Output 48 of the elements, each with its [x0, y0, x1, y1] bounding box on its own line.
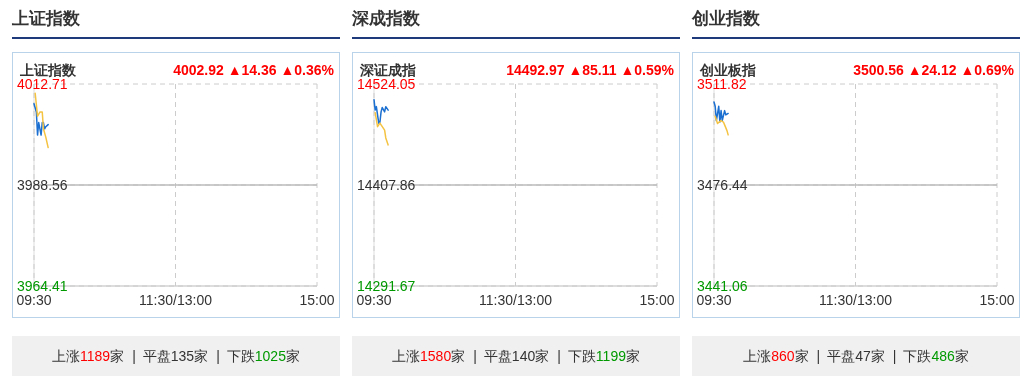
y-tick-label: 3964.41: [17, 278, 68, 294]
text: 下跌1025家: [226, 348, 300, 364]
text: 下跌486家: [903, 348, 969, 364]
text: 平盘135家: [142, 348, 209, 364]
text: |: [132, 348, 143, 364]
text: 3500.56 ▲24.12 ▲0.69%: [853, 62, 1015, 78]
line-series: [714, 115, 729, 136]
x-tick-label: 11:30/13:00: [819, 292, 893, 308]
text: |: [216, 348, 227, 364]
text: |: [816, 348, 828, 364]
text: 14492.97 ▲85.11 ▲0.59%: [506, 62, 675, 78]
y-tick-label: 3511.82: [697, 76, 747, 92]
text: 4002.92 ▲14.36 ▲0.36%: [173, 62, 335, 78]
line-series: [713, 101, 729, 123]
line-series: [34, 92, 49, 149]
line-series: [373, 98, 389, 124]
y-tick-label: 3476.44: [697, 177, 748, 193]
x-tick-label: 09:30: [356, 292, 392, 308]
y-tick-label: 14291.67: [357, 278, 416, 294]
chart-subtitle: 创业板指: [699, 62, 756, 78]
text: 上涨1189家: [52, 348, 125, 364]
text: 下跌1199家: [567, 348, 640, 364]
text: 平盘47家: [827, 348, 885, 364]
y-tick-label: 3988.56: [17, 177, 68, 193]
chart-title: 上证指数: [11, 9, 81, 28]
text: 上涨860家: [743, 348, 809, 364]
chart-subtitle: 深证成指: [359, 62, 416, 78]
text: 上涨1580家: [392, 348, 466, 364]
x-tick-label: 11:30/13:00: [479, 292, 553, 308]
x-tick-label: 15:00: [299, 292, 335, 308]
y-tick-label: 14524.05: [357, 76, 416, 92]
chart-title: 深成指数: [351, 9, 421, 28]
y-tick-label: 3441.06: [697, 278, 748, 294]
chart-title: 创业指数: [691, 9, 761, 28]
y-tick-label: 14407.86: [357, 177, 416, 193]
x-tick-label: 15:00: [639, 292, 675, 308]
y-tick-label: 4012.71: [17, 76, 68, 92]
x-tick-label: 09:30: [696, 292, 732, 308]
text: 平盘140家: [483, 348, 550, 364]
text: |: [892, 348, 904, 364]
text: |: [473, 348, 484, 364]
x-tick-label: 09:30: [16, 292, 52, 308]
x-tick-label: 15:00: [979, 292, 1015, 308]
line-series: [374, 111, 389, 146]
line-series: [33, 102, 49, 136]
text: |: [557, 348, 568, 364]
chart-subtitle: 上证指数: [19, 62, 77, 78]
x-tick-label: 11:30/13:00: [139, 292, 213, 308]
